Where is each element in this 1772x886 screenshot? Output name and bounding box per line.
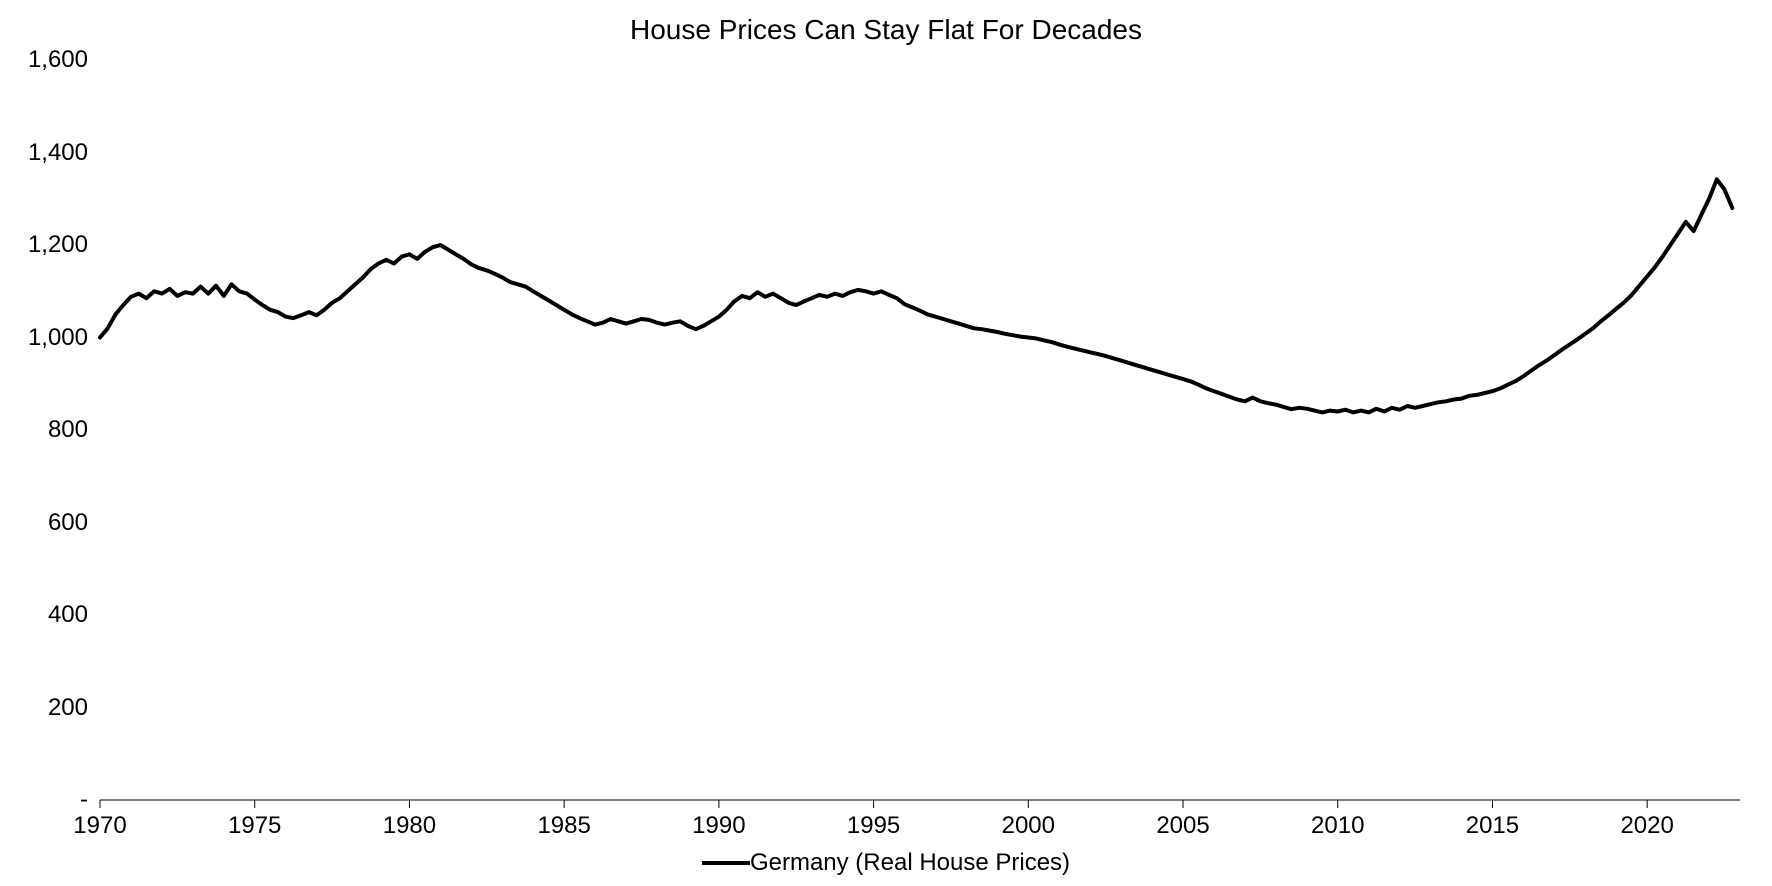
y-tick-label: 800 [8, 416, 88, 444]
x-tick-label: 1970 [60, 812, 140, 840]
y-tick-label: 400 [8, 601, 88, 629]
y-tick-label: 600 [8, 509, 88, 537]
line-chart-svg [0, 0, 1772, 886]
x-tick-label: 1995 [834, 812, 914, 840]
x-tick-label: 2005 [1143, 812, 1223, 840]
y-tick-label: - [8, 786, 88, 814]
x-tick-label: 1985 [524, 812, 604, 840]
x-tick-label: 2000 [988, 812, 1068, 840]
y-tick-label: 1,400 [8, 139, 88, 167]
y-tick-label: 1,200 [8, 231, 88, 259]
x-tick-label: 1990 [679, 812, 759, 840]
chart-container: House Prices Can Stay Flat For Decades -… [0, 0, 1772, 886]
legend: Germany (Real House Prices) [0, 848, 1772, 877]
legend-line-sample [702, 861, 750, 865]
y-tick-label: 1,600 [8, 46, 88, 74]
y-tick-label: 1,000 [8, 324, 88, 352]
x-tick-label: 2015 [1452, 812, 1532, 840]
series-line-germany [100, 179, 1732, 412]
x-tick-label: 2010 [1298, 812, 1378, 840]
x-tick-label: 2020 [1607, 812, 1687, 840]
y-tick-label: 200 [8, 694, 88, 722]
x-tick-label: 1975 [215, 812, 295, 840]
x-tick-label: 1980 [369, 812, 449, 840]
legend-label: Germany (Real House Prices) [750, 849, 1070, 877]
